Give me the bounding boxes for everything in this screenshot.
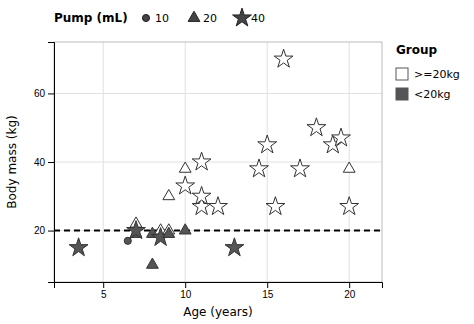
plot-frame: [54, 42, 382, 282]
axis-domain: [48, 43, 55, 283]
point: [192, 152, 211, 170]
grid: [54, 42, 382, 282]
y-axis-title: Body mass (kg): [5, 115, 19, 208]
point: [147, 258, 159, 268]
tick: 20: [34, 225, 54, 236]
tick: 15: [262, 282, 274, 300]
point: [176, 176, 195, 194]
tick-mark: [103, 282, 104, 288]
tick-label: 5: [101, 289, 107, 300]
group-legend: Group >=20kg <20kg: [396, 43, 460, 101]
point: [127, 221, 146, 239]
point: [266, 197, 285, 215]
point: [179, 162, 191, 172]
point: [250, 159, 269, 177]
point: [307, 118, 326, 136]
reference-line: [54, 230, 382, 232]
legend-label: 10: [155, 12, 169, 25]
tick-label: 60: [34, 88, 46, 99]
x-axis: 5 10 15 20: [55, 282, 383, 300]
tick-mark: [48, 231, 54, 232]
y-axis: 20 40 60: [34, 43, 55, 283]
tick-label: 20: [344, 289, 356, 300]
pump-legend: Pump (mL) 10 20 40: [54, 8, 265, 26]
chart: 5 10 15 20 20 40 60 Age (years) Body mass (kg) Pu…: [0, 0, 474, 324]
legend-symbol: [233, 8, 252, 26]
point: [163, 189, 175, 199]
tick-label: 10: [180, 289, 192, 300]
legend-symbol: [188, 11, 200, 21]
point: [274, 49, 293, 67]
legend-title: Pump (mL): [54, 11, 128, 25]
point: [209, 197, 228, 215]
legend-label: >=20kg: [414, 68, 460, 81]
legend-label: 20: [203, 12, 217, 25]
tick-mark: [185, 282, 186, 288]
grid-line: [54, 93, 382, 94]
point: [258, 135, 277, 153]
legend-symbol: [142, 14, 149, 21]
axis-domain: [55, 283, 383, 289]
tick-label: 15: [262, 289, 274, 300]
point: [291, 159, 310, 177]
point: [179, 224, 191, 234]
tick-mark: [267, 282, 268, 288]
point: [332, 128, 351, 146]
tick-label: 20: [34, 225, 46, 236]
tick: 20: [344, 282, 356, 300]
legend-label: <20kg: [414, 88, 451, 101]
plot: 5 10 15 20 20 40 60: [34, 42, 383, 300]
point: [343, 162, 355, 172]
point: [340, 197, 359, 215]
point: [69, 238, 88, 256]
tick: 40: [34, 157, 54, 168]
legend-swatch: [396, 88, 408, 100]
marks: [54, 49, 382, 268]
point: [163, 227, 175, 237]
tick-mark: [48, 162, 54, 163]
tick: 10: [180, 282, 192, 300]
x-axis-title: Age (years): [183, 305, 252, 319]
tick-label: 40: [34, 157, 46, 168]
legend-title: Group: [396, 43, 438, 57]
grid-line: [54, 230, 382, 231]
tick: 5: [101, 282, 107, 300]
tick: 60: [34, 88, 54, 99]
grid-line: [54, 162, 382, 163]
legend-swatch: [396, 68, 408, 80]
legend-label: 40: [251, 12, 265, 25]
point: [225, 238, 244, 256]
tick-mark: [48, 93, 54, 94]
point: [192, 186, 211, 204]
tick-mark: [349, 282, 350, 288]
